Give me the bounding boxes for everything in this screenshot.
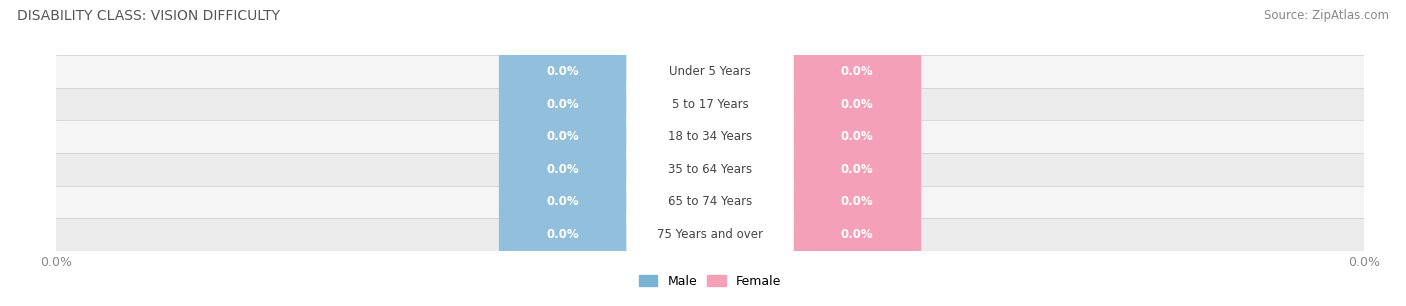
Text: 5 to 17 Years: 5 to 17 Years (672, 98, 748, 110)
Bar (56, 153, 1364, 186)
Text: 35 to 64 Years: 35 to 64 Years (668, 163, 752, 176)
FancyBboxPatch shape (626, 35, 794, 108)
FancyBboxPatch shape (626, 198, 794, 271)
Text: 65 to 74 Years: 65 to 74 Years (668, 196, 752, 208)
Text: 0.0%: 0.0% (547, 196, 579, 208)
FancyBboxPatch shape (499, 198, 627, 271)
Text: DISABILITY CLASS: VISION DIFFICULTY: DISABILITY CLASS: VISION DIFFICULTY (17, 9, 280, 23)
Text: 18 to 34 Years: 18 to 34 Years (668, 130, 752, 143)
Bar (56, 186, 1364, 218)
FancyBboxPatch shape (793, 198, 921, 271)
FancyBboxPatch shape (499, 133, 627, 206)
FancyBboxPatch shape (499, 35, 627, 108)
Bar (56, 218, 1364, 251)
Text: 0.0%: 0.0% (841, 196, 873, 208)
Text: Source: ZipAtlas.com: Source: ZipAtlas.com (1264, 9, 1389, 22)
Bar (56, 55, 1364, 88)
Bar (56, 120, 1364, 153)
Text: 0.0%: 0.0% (841, 163, 873, 176)
FancyBboxPatch shape (626, 100, 794, 173)
Text: Under 5 Years: Under 5 Years (669, 65, 751, 78)
Text: 0.0%: 0.0% (841, 65, 873, 78)
Text: 0.0%: 0.0% (547, 130, 579, 143)
FancyBboxPatch shape (793, 133, 921, 206)
FancyBboxPatch shape (626, 68, 794, 140)
FancyBboxPatch shape (793, 166, 921, 238)
Text: 0.0%: 0.0% (547, 98, 579, 110)
Text: 0.0%: 0.0% (547, 65, 579, 78)
FancyBboxPatch shape (499, 100, 627, 173)
FancyBboxPatch shape (793, 35, 921, 108)
Legend: Male, Female: Male, Female (638, 275, 782, 288)
FancyBboxPatch shape (499, 166, 627, 238)
Text: 0.0%: 0.0% (841, 130, 873, 143)
FancyBboxPatch shape (626, 133, 794, 206)
Text: 0.0%: 0.0% (547, 163, 579, 176)
Bar (56, 88, 1364, 120)
Text: 0.0%: 0.0% (547, 228, 579, 241)
Text: 75 Years and over: 75 Years and over (657, 228, 763, 241)
FancyBboxPatch shape (499, 68, 627, 140)
FancyBboxPatch shape (793, 100, 921, 173)
FancyBboxPatch shape (626, 166, 794, 238)
FancyBboxPatch shape (793, 68, 921, 140)
Text: 0.0%: 0.0% (841, 98, 873, 110)
Text: 0.0%: 0.0% (841, 228, 873, 241)
